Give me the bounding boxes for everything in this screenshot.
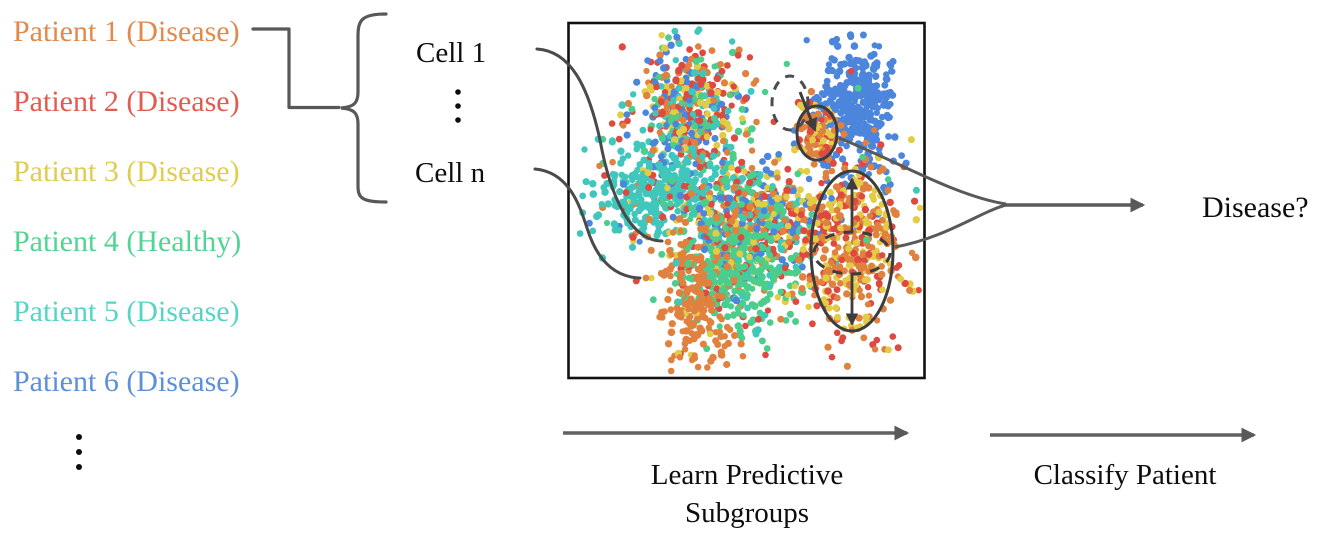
large-subgroup-ellipse [809, 169, 895, 333]
patient-label-3: Patient 3 (Disease) [13, 155, 240, 188]
cells-brace [340, 12, 388, 204]
dashed-candidate-circle [770, 74, 810, 132]
subgroup1-output-curve [838, 136, 1007, 206]
cell-1-label: Cell 1 [416, 37, 487, 69]
patient-label-6: Patient 6 (Disease) [13, 365, 240, 398]
patient1-connector-line [251, 27, 341, 110]
subgroup2-output-curve [894, 203, 1007, 249]
scatter-points [576, 26, 924, 375]
patients-vertical-ellipsis [76, 434, 82, 470]
patient-label-1: Patient 1 (Disease) [13, 15, 240, 48]
learn-subgroups-line1: Learn Predictive [650, 459, 844, 491]
outcome-label: Disease? [1202, 191, 1309, 224]
cell1-curve [535, 47, 664, 243]
patient-label-4: Patient 4 (Healthy) [13, 225, 242, 258]
patient-label-2: Patient 2 (Disease) [13, 85, 240, 118]
classify-patient-label: Classify Patient [1033, 459, 1217, 491]
patient-label-5: Patient 5 (Disease) [13, 295, 240, 328]
celln-curve [533, 167, 642, 280]
learn-subgroups-line2: Subgroups [684, 497, 810, 529]
small-subgroup-ellipse [795, 104, 839, 162]
learn-subgroups-label: Learn Predictive Subgroups [597, 456, 897, 532]
cells-vertical-ellipsis [455, 89, 461, 123]
cell-n-label: Cell n [415, 157, 486, 189]
